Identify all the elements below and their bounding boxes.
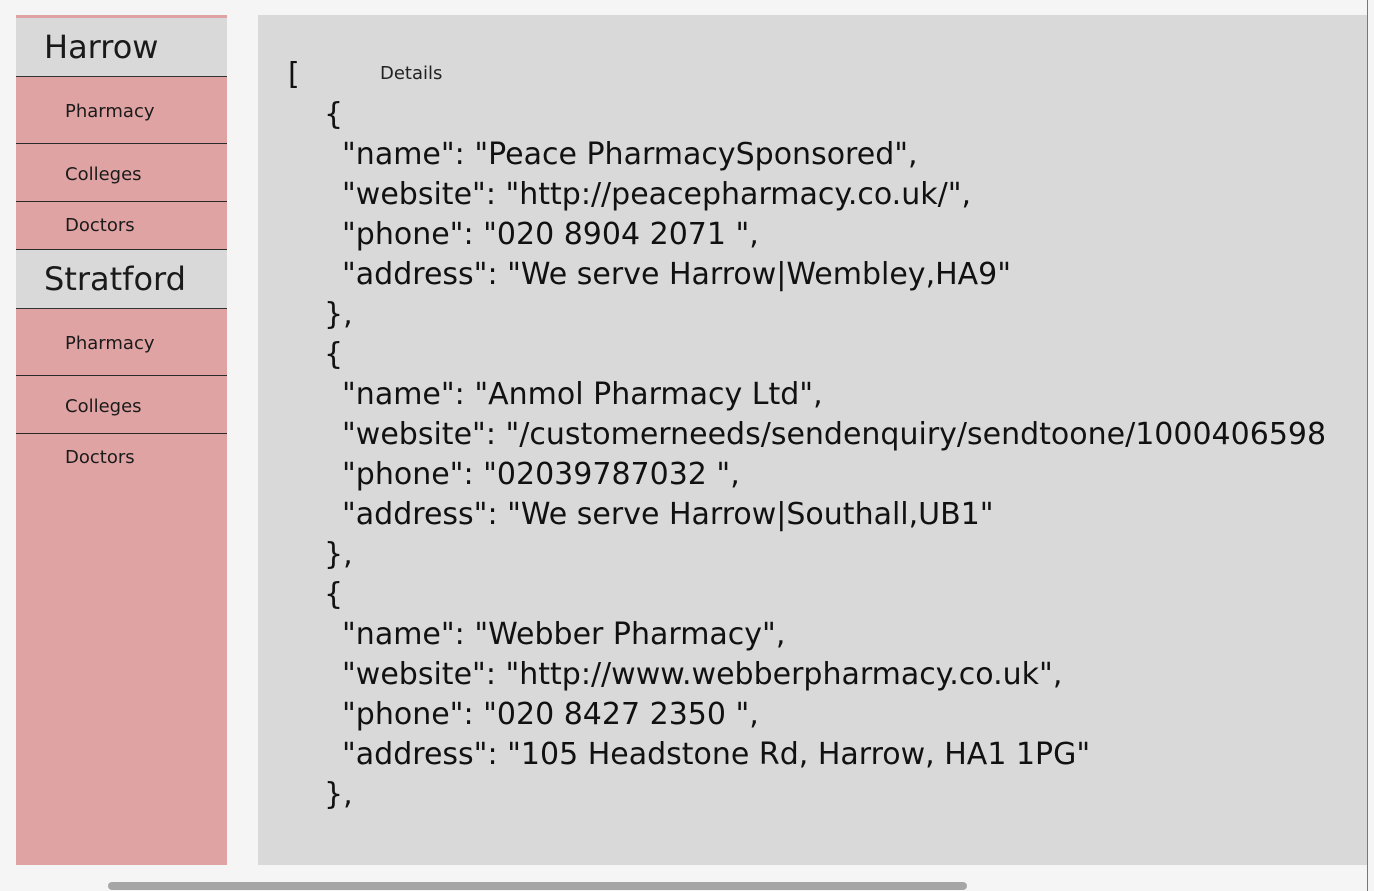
json-line: "name": "Peace PharmacySponsored",	[342, 137, 918, 172]
nav-harrow-colleges[interactable]: Colleges	[16, 144, 227, 202]
json-line: "name": "Webber Pharmacy",	[342, 617, 786, 652]
json-line: },	[324, 537, 353, 572]
json-line: {	[324, 337, 344, 372]
json-line: "address": "We serve Harrow|Wembley,HA9"	[342, 257, 1012, 292]
json-line: "phone": "020 8904 2071 ",	[342, 217, 759, 252]
nav-stratford-pharmacy[interactable]: Pharmacy	[16, 309, 227, 376]
details-panel: Details [ { "name": "Peace PharmacySponsor…	[258, 15, 1368, 865]
json-line: "website": "/customerneeds/sendenquiry/s…	[342, 417, 1327, 452]
json-line: "address": "We serve Harrow|Southall,UB1…	[342, 497, 994, 532]
nav-harrow-doctors[interactable]: Doctors	[16, 202, 227, 250]
horizontal-scrollbar[interactable]	[108, 882, 967, 890]
nav-harrow-pharmacy[interactable]: Pharmacy	[16, 77, 227, 144]
json-line: "phone": "02039787032 ",	[342, 457, 740, 492]
nav-stratford-colleges[interactable]: Colleges	[16, 376, 227, 434]
json-line: "website": "http://www.webberpharmacy.co…	[342, 657, 1063, 692]
nav-stratford-doctors[interactable]: Doctors	[65, 447, 135, 468]
json-line: "phone": "020 8427 2350 ",	[342, 697, 759, 732]
city-stratford[interactable]: Stratford	[16, 250, 227, 309]
json-line: "website": "http://peacepharmacy.co.uk/"…	[342, 177, 972, 212]
details-label: Details	[380, 63, 443, 84]
json-line: "name": "Anmol Pharmacy Ltd",	[342, 377, 823, 412]
json-line: "address": "105 Headstone Rd, Harrow, HA…	[342, 737, 1091, 772]
city-harrow[interactable]: Harrow	[16, 18, 227, 77]
window-border	[1367, 0, 1368, 891]
json-line: [	[288, 57, 300, 92]
json-line: {	[324, 97, 344, 132]
json-line: {	[324, 577, 344, 612]
json-line: },	[324, 297, 353, 332]
sidebar: Harrow Pharmacy Colleges Doctors Stratfo…	[16, 15, 227, 865]
json-line: },	[324, 777, 353, 812]
